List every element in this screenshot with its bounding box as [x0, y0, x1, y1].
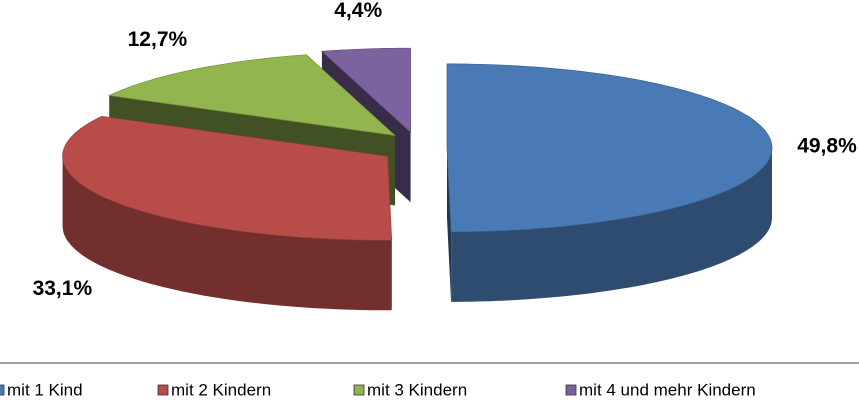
legend-swatch — [565, 384, 577, 396]
legend-label: mit 2 Kindern — [171, 380, 271, 399]
slice-top — [321, 47, 411, 133]
legend-swatch — [157, 384, 169, 396]
slice — [62, 115, 393, 311]
slice-top — [107, 54, 397, 137]
slice-side — [451, 147, 772, 302]
legend-label: mit 4 und mehr Kindern — [579, 380, 756, 399]
legend-label: mit 1 Kind — [7, 380, 83, 399]
data-label: 12,7% — [128, 28, 188, 51]
legend-swatch — [0, 384, 5, 396]
slice-side — [62, 156, 392, 311]
legend-swatch — [353, 384, 365, 396]
data-label: 49,8% — [797, 135, 857, 158]
legend-label: mit 3 Kindern — [367, 380, 467, 399]
slice-top — [62, 115, 393, 241]
slice-top — [446, 63, 773, 233]
slice — [446, 63, 773, 302]
data-label: 33,1% — [33, 277, 93, 300]
data-label: 4,4% — [334, 0, 382, 22]
slice-wall — [447, 147, 452, 302]
